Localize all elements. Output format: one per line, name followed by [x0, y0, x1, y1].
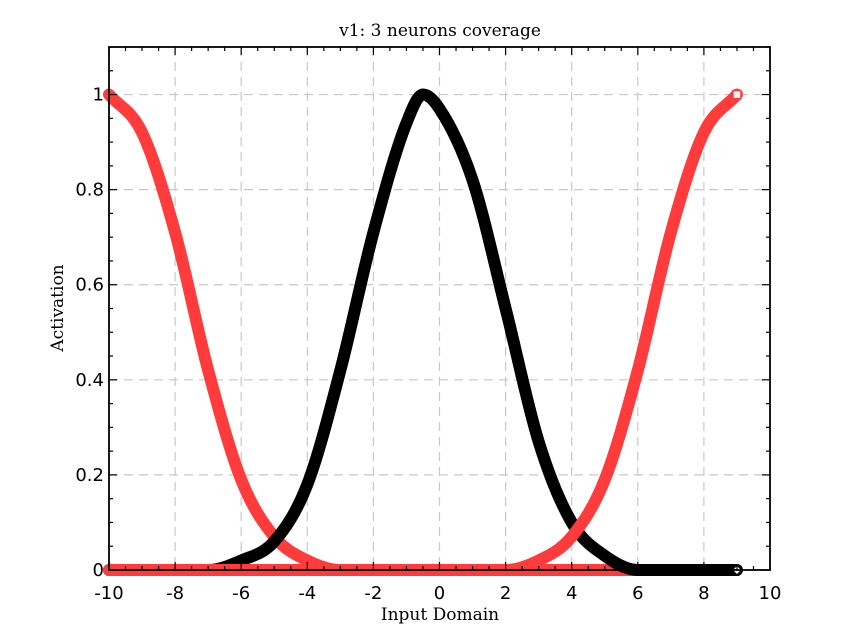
x-tick-label: 10 [759, 583, 782, 604]
x-tick-label: -2 [364, 583, 382, 604]
tick-labels: -10 -8 -6 -4 -2 0 2 4 6 8 10 0 0.2 0.4 0.6 0.8 1 [75, 85, 781, 604]
x-tick-label: 6 [632, 583, 643, 604]
square-marker [732, 89, 742, 100]
x-tick-label: 2 [500, 583, 511, 604]
x-tick-label: -4 [298, 583, 316, 604]
y-tick-label: 0.6 [75, 275, 104, 296]
x-axis-label: Input Domain [381, 605, 499, 625]
x-tick-label: -6 [232, 583, 250, 604]
series-line-2 [103, 88, 743, 576]
x-tick-label: -8 [166, 583, 184, 604]
x-tick-label: 4 [566, 583, 577, 604]
y-axis-label: Activation [48, 264, 68, 352]
x-tick-label: 0 [434, 583, 445, 604]
x-tick-label: 8 [698, 583, 709, 604]
y-tick-label: 0.8 [75, 180, 104, 201]
y-tick-label: 0 [93, 560, 104, 581]
axis-ticks [108, 46, 771, 571]
y-tick-label: 1 [93, 85, 104, 106]
chart-title: v1: 3 neurons coverage [338, 21, 541, 41]
grid [109, 47, 770, 570]
x-tick-label: -10 [94, 583, 123, 604]
y-tick-label: 0.4 [75, 370, 104, 391]
y-tick-label: 0.2 [75, 465, 104, 486]
plot-area [103, 88, 744, 577]
